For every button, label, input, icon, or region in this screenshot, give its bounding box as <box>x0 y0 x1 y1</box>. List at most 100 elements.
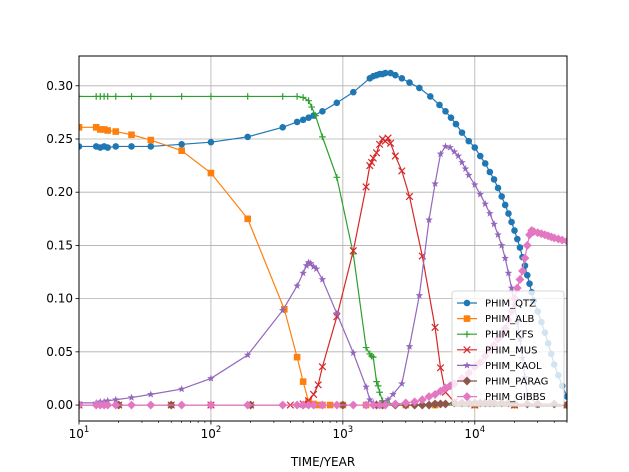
data-point <box>417 400 427 410</box>
data-point <box>318 363 327 371</box>
data-point <box>430 399 440 409</box>
data-point <box>436 101 443 109</box>
data-point <box>416 84 423 92</box>
legend-marker <box>463 299 471 307</box>
y-tick-label: 0.20 <box>46 185 73 199</box>
data-point <box>309 262 318 270</box>
data-point <box>178 147 185 155</box>
data-point <box>207 93 215 100</box>
data-point <box>471 180 479 188</box>
y-tick-label: 0.10 <box>46 292 73 306</box>
data-point <box>522 240 532 250</box>
data-point <box>243 400 253 410</box>
y-tick-label: 0.25 <box>46 132 73 146</box>
data-point <box>391 152 400 160</box>
data-point <box>312 264 321 273</box>
legend-marker <box>462 392 472 402</box>
data-point <box>244 215 252 223</box>
data-point <box>562 400 567 410</box>
plot-frame <box>78 55 568 422</box>
data-point <box>481 160 489 167</box>
data-point <box>501 201 509 209</box>
data-point <box>536 229 546 239</box>
data-point <box>147 143 155 150</box>
data-point <box>206 400 216 410</box>
data-point <box>112 395 120 403</box>
data-point <box>389 390 397 398</box>
data-point <box>508 218 515 226</box>
data-point <box>384 134 392 142</box>
data-point <box>177 385 186 393</box>
data-point <box>278 400 288 410</box>
data-point <box>436 364 445 372</box>
data-point <box>424 400 434 410</box>
data-point <box>563 393 567 400</box>
data-point <box>372 149 381 157</box>
data-point <box>305 97 312 104</box>
data-point <box>319 108 326 115</box>
data-point <box>458 158 466 166</box>
data-point <box>486 168 494 176</box>
data-point <box>476 152 484 160</box>
data-point <box>486 209 494 217</box>
data-point <box>476 190 485 198</box>
data-point <box>112 93 120 100</box>
data-point <box>146 400 156 410</box>
data-point <box>490 220 498 228</box>
data-point <box>436 149 445 158</box>
data-point <box>398 75 406 82</box>
data-point <box>415 291 424 299</box>
data-point <box>305 114 312 122</box>
data-point <box>79 93 83 100</box>
series-phim-kaol <box>79 142 567 409</box>
data-point <box>518 266 527 276</box>
data-point <box>207 138 215 146</box>
data-point <box>104 127 111 134</box>
data-point <box>147 93 155 100</box>
data-point <box>128 93 135 100</box>
data-point <box>147 390 155 398</box>
data-point <box>454 152 463 160</box>
data-point <box>529 227 539 237</box>
data-point <box>362 183 370 191</box>
y-tick-label: 0.00 <box>46 398 73 412</box>
data-point <box>293 93 301 100</box>
data-point <box>244 133 252 141</box>
data-point <box>348 400 358 410</box>
data-point <box>333 309 341 317</box>
data-point <box>490 176 498 183</box>
data-point <box>513 235 521 243</box>
data-point <box>465 137 473 145</box>
data-point <box>361 400 371 410</box>
data-point <box>384 395 392 403</box>
legend-marker <box>462 376 472 386</box>
data-point <box>127 400 136 410</box>
data-point <box>368 400 378 410</box>
data-point <box>431 323 439 332</box>
data-point <box>533 228 543 238</box>
legend-marker <box>463 361 471 369</box>
data-point <box>306 259 315 267</box>
data-point <box>426 93 434 100</box>
data-point <box>177 400 187 410</box>
data-point <box>511 227 518 234</box>
data-point <box>362 344 370 351</box>
data-point <box>516 244 524 251</box>
data-point <box>104 144 111 151</box>
data-point <box>178 93 185 100</box>
data-point <box>390 399 400 409</box>
data-point <box>458 129 466 136</box>
data-point <box>244 93 252 100</box>
data-point <box>319 133 326 141</box>
data-point <box>318 275 327 283</box>
data-point <box>450 147 459 155</box>
x-tick-label: 102 <box>201 425 222 441</box>
data-point <box>127 393 136 401</box>
data-point <box>501 254 509 262</box>
data-point <box>369 353 377 361</box>
data-point <box>405 192 414 201</box>
data-point <box>406 79 413 86</box>
data-point <box>505 210 512 217</box>
data-point <box>398 167 406 175</box>
legend-label: PHIM_MUS <box>485 345 537 356</box>
